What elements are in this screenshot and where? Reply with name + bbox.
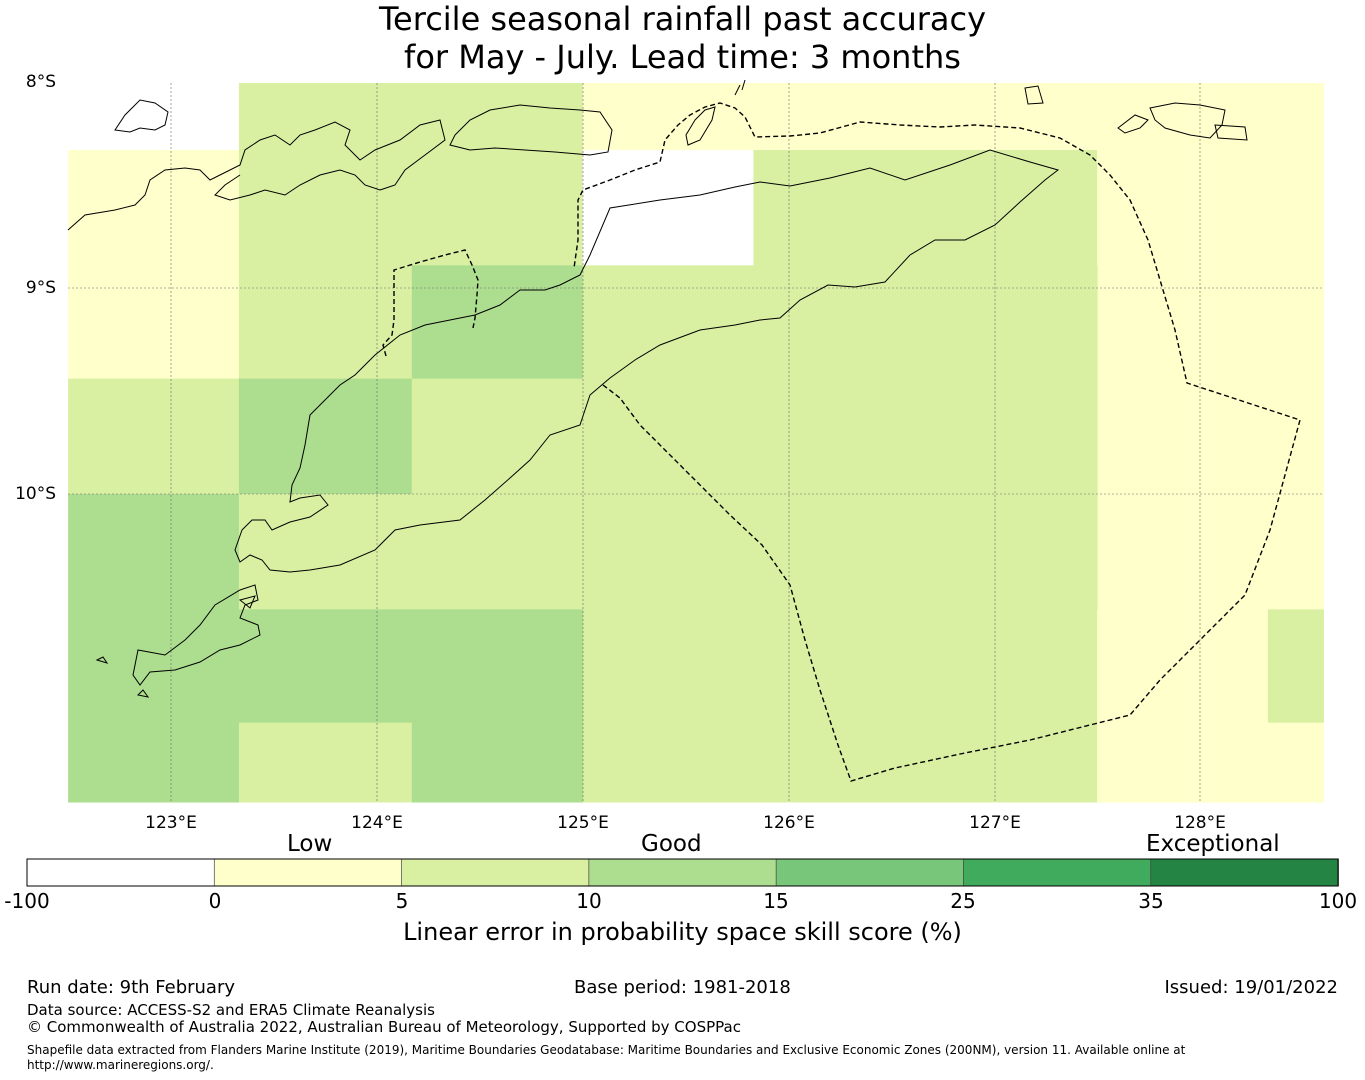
skill-cell	[68, 149, 240, 380]
title-line-2: for May - July. Lead time: 3 months	[404, 38, 961, 76]
colorbar-tick-label: 25	[950, 889, 976, 913]
colorbar-tick-label: 100	[1318, 889, 1358, 913]
run-date: Run date: 9th February	[27, 977, 236, 998]
colorbar-tick-label: 15	[763, 889, 789, 913]
skill-cell	[68, 378, 240, 495]
skill-cell	[1267, 609, 1324, 724]
small-island	[238, 595, 256, 609]
colorbar-tick-label: 5	[395, 889, 409, 913]
skill-cell	[1097, 149, 1324, 610]
colorbar-swatch	[26, 858, 216, 887]
colorbar-tick-label: 10	[576, 889, 602, 913]
skill-cell	[238, 494, 584, 610]
skill-grid	[68, 83, 1324, 803]
colorbar-frame	[26, 858, 1339, 887]
skill-cell	[238, 149, 584, 266]
small-island	[1214, 124, 1248, 141]
lon-label: 125°E	[557, 813, 609, 833]
rote-coast	[132, 584, 261, 686]
base-period: Base period: 1981-2018	[574, 977, 791, 998]
small-island	[95, 656, 109, 664]
lat-label: 10°S	[15, 484, 56, 504]
skill-cell	[582, 265, 1098, 803]
title-line-1: Tercile seasonal rainfall past accuracy	[378, 0, 987, 38]
colorbar-swatch	[401, 858, 590, 887]
timor-coast	[234, 149, 1060, 573]
skill-cell	[238, 265, 413, 380]
graticule	[68, 83, 1324, 802]
atauro-coast	[685, 106, 716, 146]
skill-cell	[238, 378, 413, 495]
eez-boundary	[382, 102, 1301, 782]
small-island	[136, 689, 150, 698]
map-title: Tercile seasonal rainfall past accuracy …	[0, 0, 1365, 76]
skill-cell	[238, 722, 413, 803]
skill-cell	[582, 149, 754, 266]
copyright: © Commonwealth of Australia 2022, Austra…	[27, 1018, 741, 1036]
skill-cell	[753, 149, 1098, 266]
colorbar-swatch	[963, 858, 1152, 887]
lon-label: 127°E	[969, 813, 1021, 833]
alor-coast	[449, 104, 613, 156]
oecusse-eez	[382, 249, 479, 357]
lat-label: 8°S	[25, 72, 56, 92]
colorbar	[26, 858, 1339, 887]
flores-coast	[67, 119, 446, 231]
lon-label: 128°E	[1174, 813, 1226, 833]
lon-label: 123°E	[145, 813, 197, 833]
lon-label: 124°E	[351, 813, 403, 833]
small-island	[734, 79, 746, 96]
skill-cell	[68, 494, 240, 803]
lon-label: 126°E	[763, 813, 815, 833]
skill-cell	[238, 83, 584, 151]
skill-cell	[1267, 722, 1324, 803]
colorbar-swatch	[775, 858, 965, 887]
colorbar-swatch	[588, 858, 777, 887]
sumbawa-coast	[114, 99, 169, 133]
category-label-exceptional: Exceptional	[1146, 831, 1280, 857]
colorbar-tick-label: 0	[208, 889, 222, 913]
lat-label: 9°S	[25, 278, 56, 298]
coastlines	[67, 79, 1248, 698]
colorbar-swatch	[213, 858, 403, 887]
issued-date: Issued: 19/01/2022	[1164, 977, 1338, 998]
skill-cell	[238, 609, 584, 724]
skill-cell	[1097, 609, 1269, 803]
colorbar-title: Linear error in probability space skill …	[403, 918, 962, 946]
shapefile-credit: Shapefile data extracted from Flanders M…	[27, 1043, 1186, 1072]
category-label-low: Low	[287, 831, 333, 857]
small-island	[1117, 114, 1149, 134]
colorbar-tick-label: -100	[4, 889, 50, 913]
colorbar-swatch	[1150, 858, 1339, 887]
skill-cell	[411, 378, 584, 495]
colorbar-tick-label: 35	[1138, 889, 1164, 913]
data-source: Data source: ACCESS-S2 and ERA5 Climate …	[27, 1001, 435, 1019]
small-island	[1024, 85, 1044, 105]
skill-cell	[582, 83, 1324, 151]
timor-leste-eez	[573, 102, 1301, 782]
skill-cell	[411, 722, 584, 803]
category-label-good: Good	[641, 831, 702, 857]
